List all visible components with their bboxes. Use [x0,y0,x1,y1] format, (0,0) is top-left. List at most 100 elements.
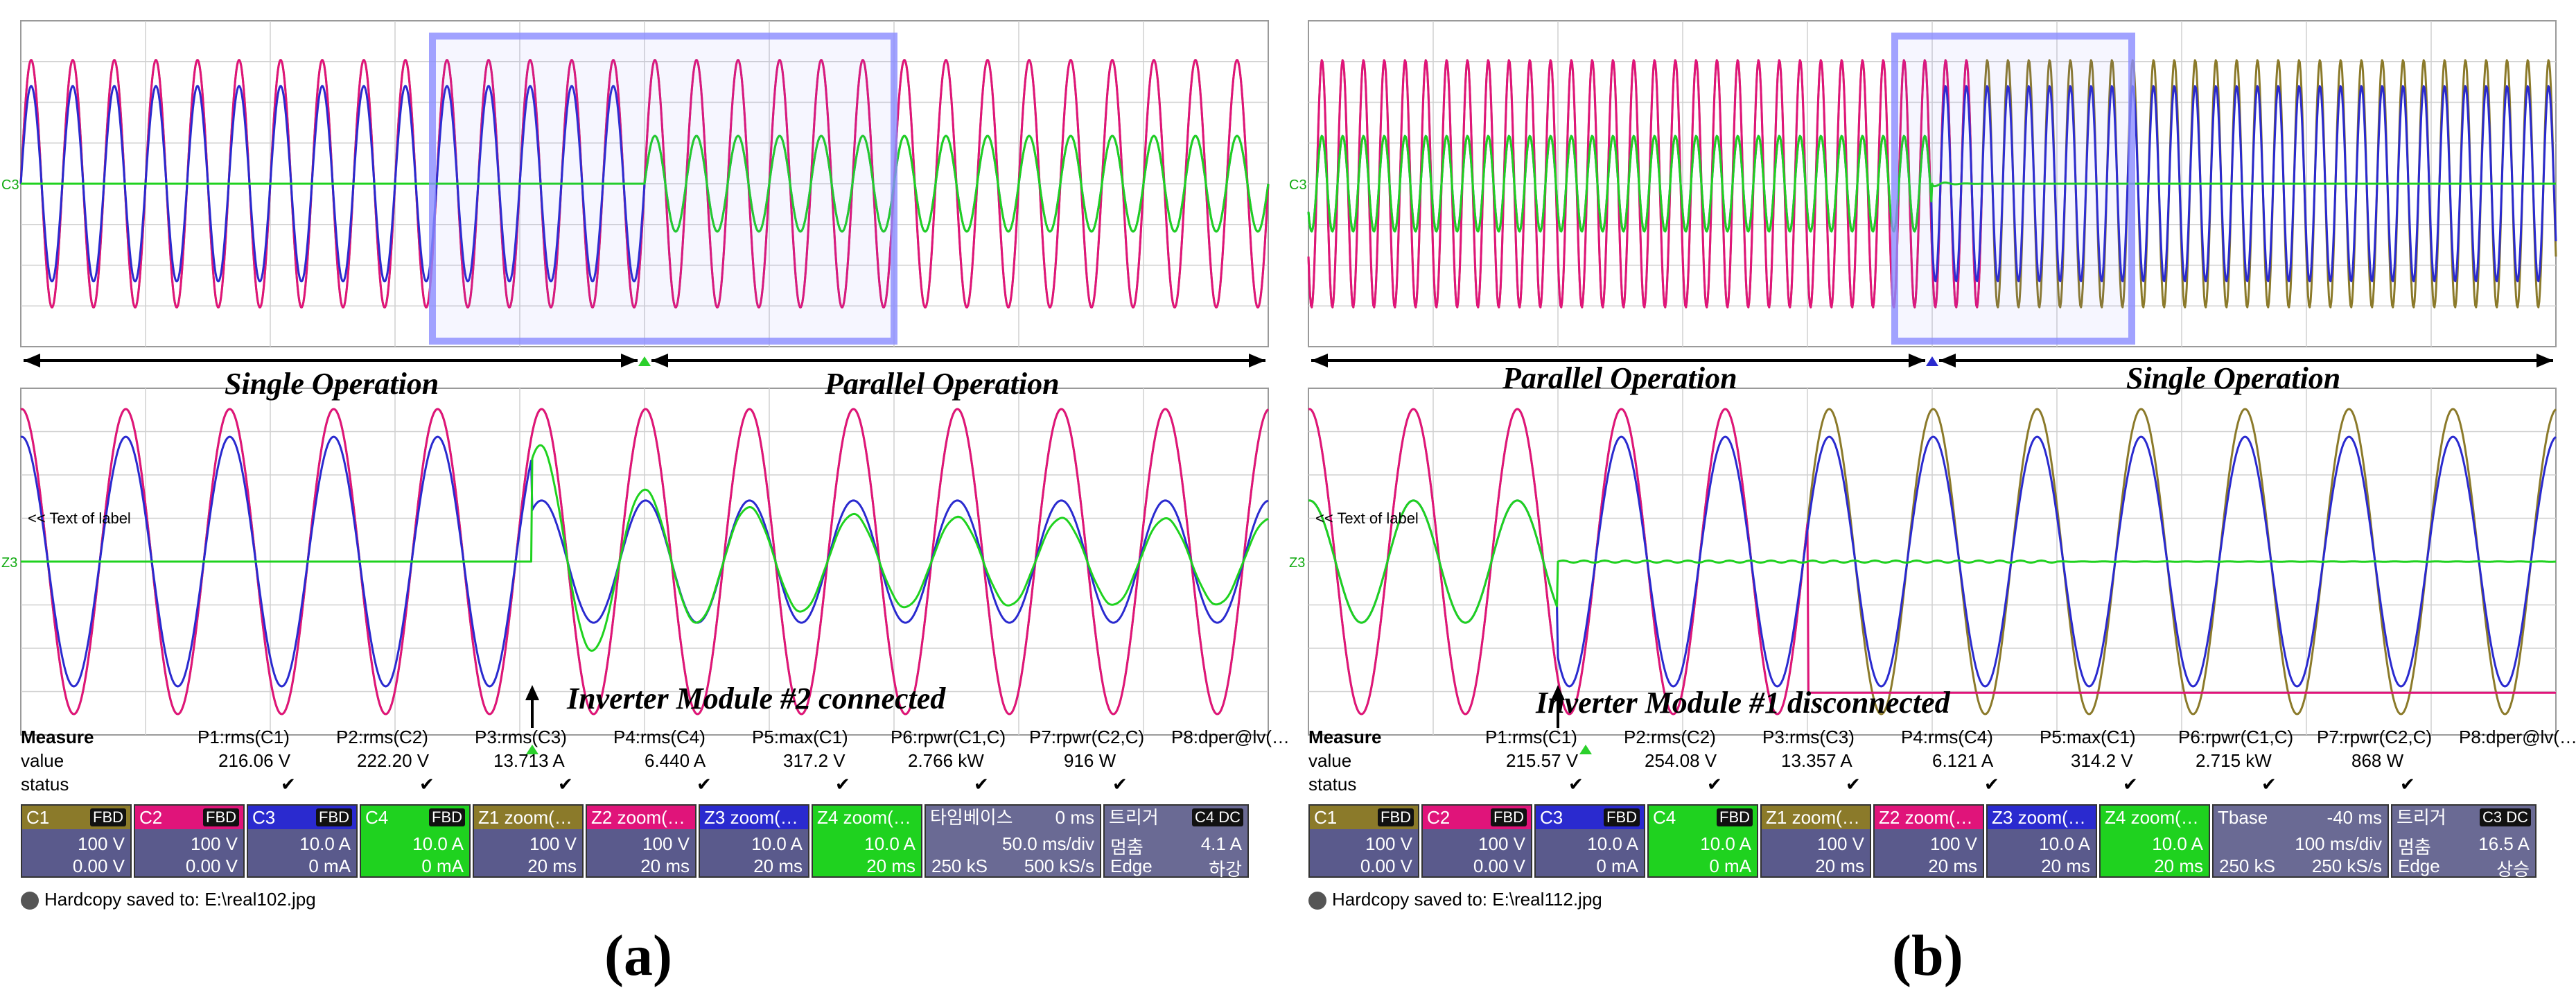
hardcopy-status: Hardcopy saved to: E:\real102.jpg [21,889,316,910]
tile-scale: 100 V [1478,833,1525,854]
status-check-icon: ✔ [1707,774,1722,795]
trigger-tile[interactable]: 트리거 C3 DC 멈춤 16.5 A Edge 상승 [2391,804,2536,880]
channel-tile-c2[interactable]: C2 FBD 100 V 0.00 V [134,804,245,878]
zoom-window-box [1891,33,2135,345]
timebase-tile[interactable]: Tbase -40 ms 100 ms/div 250 kS 250 kS/s [2212,804,2389,878]
cursor-label: << Text of label [1315,510,1419,527]
tile-timebase: 20 ms [1815,856,1864,876]
tile-scale: 10.0 A [412,833,464,854]
trigger-slope: 하강 [1209,859,1242,880]
measure-value-p2: 254.08 V [1645,750,1717,771]
channel-marker-label: C3 [1,177,19,193]
left-operation-arrow-head [24,354,40,367]
status-check-icon: ✔ [1568,774,1584,795]
status-check-icon: ✔ [2400,774,2415,795]
timebase-label: 타임베이스 [930,807,1013,828]
channel-marker-label: Z3 [1289,555,1305,571]
channel-tile-c3[interactable]: C3 FBD 10.0 A 0 mA [1534,804,1645,878]
left-operation-label: Parallel Operation [1502,361,1737,395]
measure-value-p4: 6.440 A [645,750,706,771]
zoom-tile-z3[interactable]: Z3 zoom(… 10.0 A 20 ms [1986,804,2097,878]
zoom-tile-z4[interactable]: Z4 zoom(… 10.0 A 20 ms [2099,804,2210,878]
zoom-tile-z2[interactable]: Z2 zoom(… 100 V 20 ms [586,804,696,878]
measure-param-p3: P3:rms(C3) [475,727,567,747]
measure-value-p7: 868 W [2351,750,2404,771]
status-check-icon: ✔ [558,774,573,795]
measure-value-p5: 314.2 V [2071,750,2133,771]
left-operation-arrow-head [621,354,638,367]
channel-tile-c1[interactable]: C1 FBD 100 V 0.00 V [21,804,132,878]
zoom-tile-z2[interactable]: Z2 zoom(… 100 V 20 ms [1873,804,1984,878]
status-label: status [21,774,69,795]
trigger-title: 트리거 [2397,807,2446,828]
tile-offset: 0 mA [1596,856,1638,876]
right-operation-arrow-head [1939,354,1956,367]
channel-tile-c1[interactable]: C1 FBD 100 V 0.00 V [1308,804,1419,878]
channel-tile-c4[interactable]: C4 FBD 10.0 A 0 mA [1647,804,1758,878]
timebase-label: Tbase [2218,807,2268,828]
channel-tile-c3[interactable]: C3 FBD 10.0 A 0 mA [247,804,358,878]
measure-value-p6: 2.715 kW [2196,750,2272,771]
left-operation-arrow-head [1311,354,1328,367]
series-z4-current [1308,499,2557,624]
trigger-marker-icon [638,356,651,366]
value-label: value [21,750,64,771]
tile-scale: 10.0 A [1700,833,1751,854]
zoom-tile-z3[interactable]: Z3 zoom(… 10.0 A 20 ms [699,804,809,878]
trigger-mode: 멈춤 [2398,837,2431,858]
cursor-label: << Text of label [28,510,131,527]
tile-scale: 100 V [642,833,690,854]
zoom-tile-z1[interactable]: Z1 zoom(… 100 V 20 ms [1760,804,1871,878]
timebase-rate: 500 kS/s [1024,856,1094,876]
tile-name: Z2 zoom(… [1875,806,1983,829]
measure-title: Measure [21,727,94,747]
tile-scale: 10.0 A [751,833,803,854]
timebase-tile[interactable]: 타임베이스 0 ms 50.0 ms/div 250 kS 500 kS/s [925,804,1101,878]
tile-timebase: 20 ms [2154,856,2203,876]
timebase-title: Tbase -40 ms [2214,806,2387,829]
tile-name: Z1 zoom(… [474,806,582,829]
event-annotation: Inverter Module #1 disconnected [1536,686,1950,720]
trigger-badge: C4 DC [1191,808,1243,826]
tile-name: Z3 zoom(… [700,806,808,829]
series-c4-current [20,135,1270,233]
measure-param-p2: P2:rms(C2) [1624,727,1716,747]
tile-timebase: 20 ms [640,856,690,876]
channel-tile-c4[interactable]: C4 FBD 10.0 A 0 mA [360,804,471,878]
tile-timebase: 20 ms [527,856,577,876]
tile-scale: 10.0 A [864,833,915,854]
tile-name: Z1 zoom(… [1762,806,1870,829]
measure-param-p4: P4:rms(C4) [1901,727,1993,747]
panel-caption: (b) [1892,923,1963,988]
status-check-icon: ✔ [1984,774,1999,795]
hardcopy-text: Hardcopy saved to: E:\real112.jpg [1332,889,1602,910]
tile-name: Z4 zoom(… [2101,806,2209,829]
measure-value-p6: 2.766 kW [908,750,984,771]
channel-marker-label: Z3 [1,555,17,571]
scope-screen-a: C3 << Text of label Z3 Single Operation Pa… [1,14,1289,908]
tile-badge: FBD [203,808,239,826]
status-check-icon: ✔ [419,774,435,795]
zoom-tile-z4[interactable]: Z4 zoom(… 10.0 A 20 ms [812,804,922,878]
right-operation-label: Single Operation [2126,361,2341,395]
status-check-icon: ✔ [1846,774,1861,795]
trigger-tile[interactable]: 트리거 C4 DC 멈춤 4.1 A Edge 하강 [1103,804,1249,880]
tile-name: Z3 zoom(… [1988,806,2096,829]
trigger-type: Edge [2398,856,2440,876]
measure-param-p6: P6:rpwr(C1,C) [2178,727,2294,747]
status-label: status [1308,774,1357,795]
waveform-plot-a: C3 << Text of label Z3 [1,20,1270,754]
tile-scale: 100 V [78,833,125,854]
tile-offset: 0.00 V [1360,856,1412,876]
tile-badge: FBD [429,808,465,826]
trigger-type: Edge [1110,856,1153,876]
tile-offset: 0 mA [421,856,464,876]
measure-param-p7: P7:rpwr(C2,C) [1029,727,1145,747]
channel-tile-c2[interactable]: C2 FBD 100 V 0.00 V [1421,804,1532,878]
status-check-icon: ✔ [2123,774,2138,795]
trigger-title: 트리거 [1109,807,1159,828]
measure-param-p4: P4:rms(C4) [613,727,706,747]
trigger-level: 4.1 A [1200,833,1242,854]
zoom-tile-z1[interactable]: Z1 zoom(… 100 V 20 ms [473,804,584,878]
timebase-samples: 250 kS [2219,856,2275,876]
